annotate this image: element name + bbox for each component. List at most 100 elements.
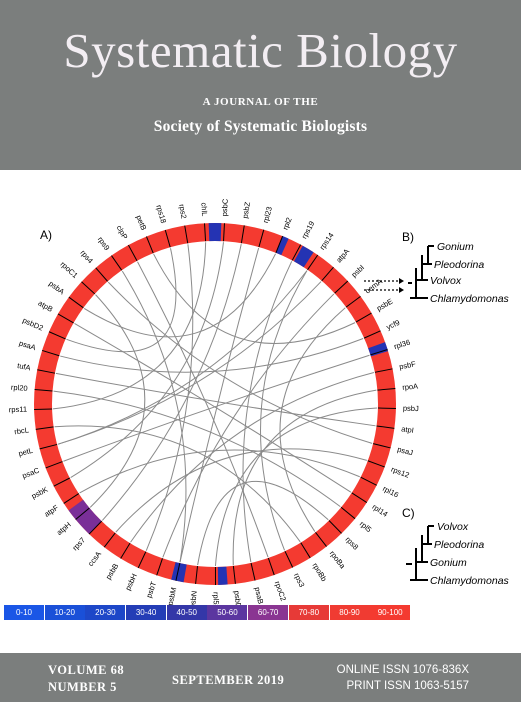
gene-label: rps7 bbox=[71, 536, 88, 553]
gene-label: rbcL bbox=[14, 425, 30, 436]
gene-label: rps12 bbox=[390, 465, 411, 480]
gene-label: psbE bbox=[375, 297, 394, 313]
gene-label: psbK bbox=[30, 485, 49, 501]
ring-tick bbox=[204, 223, 207, 242]
synteny-chord bbox=[130, 372, 375, 543]
gene-label: rpl14 bbox=[371, 502, 390, 519]
gene-label: rps3 bbox=[292, 572, 306, 589]
gene-label: rps9 bbox=[96, 235, 112, 252]
synteny-chord bbox=[89, 294, 146, 508]
gene-label: atpB bbox=[37, 298, 55, 313]
gene-label: rpl5 bbox=[358, 519, 373, 534]
gene-label: rpl36 bbox=[393, 338, 412, 352]
synteny-chord bbox=[53, 242, 207, 410]
ring-tick bbox=[284, 551, 294, 568]
synteny-chords bbox=[53, 242, 377, 567]
gene-label: rpoC2 bbox=[273, 580, 288, 602]
synteny-chord bbox=[83, 253, 276, 338]
ring-tick bbox=[34, 408, 53, 410]
legend-cell: 80-90 bbox=[329, 605, 370, 620]
synteny-chord bbox=[232, 389, 377, 565]
gene-label: petL bbox=[17, 446, 33, 458]
gene-label: rps8 bbox=[344, 535, 361, 552]
legend-cell: 70-80 bbox=[288, 605, 329, 620]
ring-tick bbox=[156, 558, 163, 576]
ring-tick bbox=[315, 532, 327, 547]
gene-label: ycf9 bbox=[385, 318, 401, 332]
legend-cell: 50-60 bbox=[207, 605, 248, 620]
ring-tick bbox=[340, 506, 356, 520]
gene-label: psbF bbox=[398, 359, 417, 371]
gene-label: rps19 bbox=[300, 220, 317, 241]
gene-label: rpl20 bbox=[11, 383, 28, 393]
panel-a-label: A) bbox=[40, 228, 52, 242]
gene-label: petB bbox=[134, 214, 148, 232]
ring-tick bbox=[120, 542, 131, 559]
ring-tick bbox=[377, 388, 396, 391]
gene-label: psbM bbox=[166, 586, 179, 606]
legend-cell: 10-20 bbox=[44, 605, 85, 620]
tree-b-taxon-4: Chlamydomonas bbox=[430, 293, 510, 305]
gene-label: ccsA bbox=[86, 550, 103, 568]
synteny-chord bbox=[79, 449, 360, 494]
synteny-chord bbox=[153, 253, 356, 344]
gene-label: rpoBb bbox=[311, 561, 329, 583]
gene-label: rps11 bbox=[9, 405, 27, 415]
volume-label: VOLUME 68 bbox=[48, 663, 125, 677]
ring-tick bbox=[39, 443, 58, 450]
ring-tick bbox=[291, 244, 302, 261]
ring-tick bbox=[367, 460, 385, 468]
synteny-chord bbox=[70, 242, 224, 478]
ring-tick bbox=[232, 565, 236, 584]
journal-title: Systematic Biology bbox=[63, 23, 458, 78]
gene-label: rps2 bbox=[177, 203, 188, 219]
ring-tick bbox=[88, 520, 103, 535]
ring-tick bbox=[34, 389, 53, 392]
ring-tick bbox=[81, 281, 96, 295]
tree-c bbox=[406, 525, 434, 581]
synteny-chord bbox=[115, 448, 368, 533]
ring-segment bbox=[171, 562, 187, 583]
ring-tick bbox=[300, 542, 311, 559]
synteny-chord bbox=[66, 248, 177, 353]
ring-tick bbox=[258, 229, 265, 248]
tree-b-taxon-3: Volvox bbox=[430, 275, 462, 287]
gene-label: rpl23 bbox=[261, 206, 274, 224]
ring-tick bbox=[103, 532, 116, 548]
tree-b-taxon-2: Pleodorina bbox=[434, 259, 484, 271]
legend-cell: 40-50 bbox=[166, 605, 207, 620]
gene-label: chlL bbox=[199, 202, 209, 216]
panel-c-label: C) bbox=[402, 506, 415, 520]
tree-c-taxon-1: Volvox bbox=[437, 521, 469, 533]
gene-label: atpA bbox=[334, 247, 351, 265]
ring-tick bbox=[48, 331, 66, 340]
gene-label: cemA bbox=[363, 277, 384, 296]
ring-tick bbox=[175, 563, 181, 581]
gene-label: rpoA bbox=[402, 382, 419, 392]
ring-segment bbox=[276, 236, 289, 256]
tree-c-taxon-4: Chlamydomonas bbox=[430, 575, 510, 587]
ring-tick bbox=[360, 476, 377, 486]
ring-tick bbox=[111, 255, 123, 271]
gene-label: tufA bbox=[17, 361, 32, 372]
gene-label: atpH bbox=[55, 520, 73, 537]
tree-b bbox=[408, 245, 434, 299]
ring-tick bbox=[127, 244, 138, 262]
journal-subtitle-line2: Society of Systematic Biologists bbox=[153, 118, 368, 135]
gene-label: psbI bbox=[350, 263, 367, 279]
gene-label: clpP bbox=[115, 224, 130, 241]
cover-header bbox=[0, 0, 521, 170]
ring-segment bbox=[293, 245, 314, 268]
ring-tick bbox=[63, 493, 80, 504]
synteny-chord bbox=[242, 261, 293, 563]
legend-cell: 90-100 bbox=[370, 605, 411, 620]
ring-tick bbox=[75, 507, 90, 520]
synteny-chord bbox=[121, 270, 187, 563]
ring-tick bbox=[145, 236, 154, 254]
gene-label: rpl2 bbox=[281, 216, 294, 231]
ring-tick bbox=[57, 313, 74, 324]
cover-footer bbox=[0, 653, 521, 702]
ring-tick bbox=[41, 349, 60, 357]
tree-c-taxon-3: Gonium bbox=[430, 557, 467, 569]
gene-label: rpl5x bbox=[212, 592, 221, 609]
